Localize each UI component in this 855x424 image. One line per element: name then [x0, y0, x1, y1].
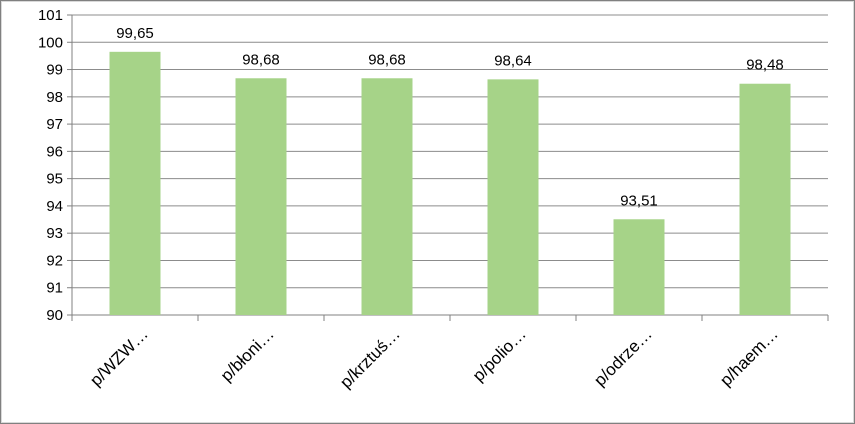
- y-tick-label: 92: [46, 252, 63, 269]
- data-label: 98,68: [242, 51, 280, 68]
- bar: [613, 219, 665, 315]
- category-label: p/odrze…: [590, 324, 656, 390]
- bar: [109, 51, 161, 316]
- data-label: 98,48: [746, 57, 784, 74]
- y-tick-label: 95: [46, 171, 63, 188]
- category-label: p/krztuś…: [336, 324, 404, 392]
- y-tick-label: 101: [38, 7, 63, 24]
- bar: [739, 83, 791, 316]
- y-tick-label: 91: [46, 280, 63, 297]
- bar: [361, 78, 413, 315]
- bar: [487, 79, 539, 315]
- y-tick-label: 94: [46, 198, 63, 215]
- y-tick-label: 100: [38, 34, 63, 51]
- y-tick-label: 90: [46, 307, 63, 324]
- category-label: p/polio…: [469, 324, 530, 385]
- data-label: 99,65: [116, 25, 154, 42]
- y-tick-label: 96: [46, 143, 63, 160]
- data-label: 98,68: [368, 51, 406, 68]
- data-label: 93,51: [620, 192, 658, 209]
- category-label: p/WZW…: [86, 324, 152, 390]
- y-tick-label: 97: [46, 116, 63, 133]
- category-label: p/błoni…: [217, 324, 278, 385]
- y-tick-label: 93: [46, 225, 63, 242]
- y-tick-label: 98: [46, 89, 63, 106]
- y-tick-label: 99: [46, 62, 63, 79]
- data-label: 98,64: [494, 52, 532, 69]
- bar: [235, 78, 287, 315]
- category-label: p/haem…: [716, 324, 782, 390]
